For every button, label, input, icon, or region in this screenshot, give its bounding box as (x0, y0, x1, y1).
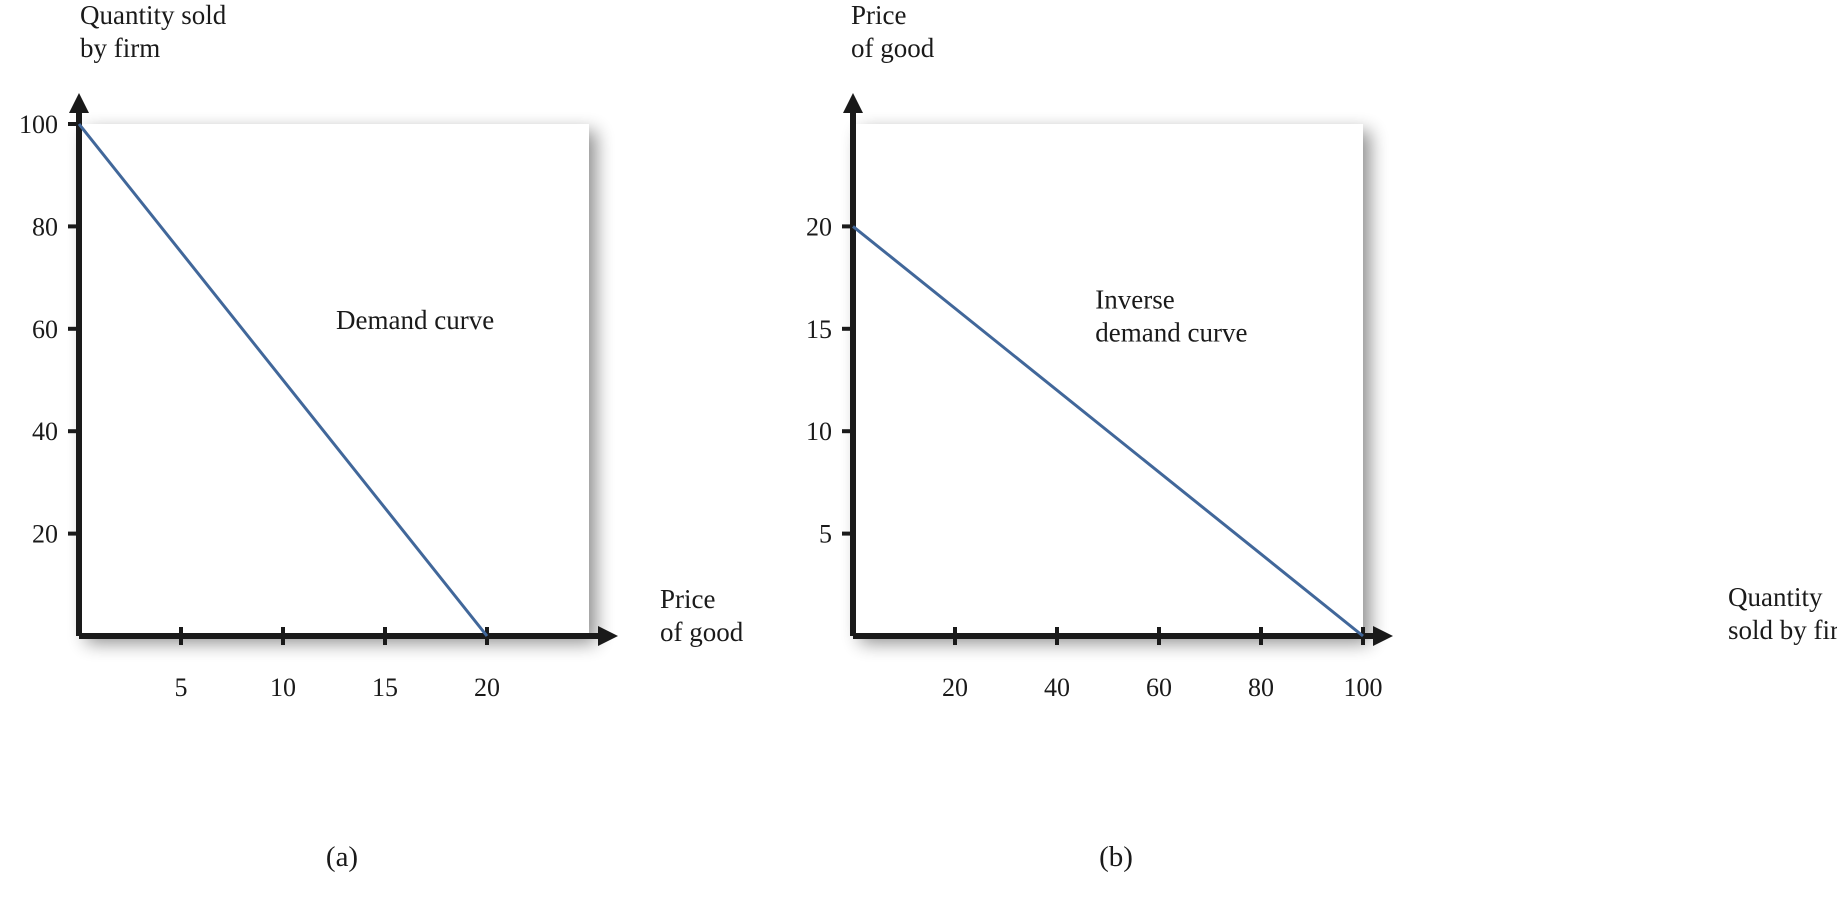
y-tick-label: 40 (32, 417, 58, 446)
x-tick-label: 100 (1344, 673, 1383, 702)
y-axis-title-line: Price (851, 0, 906, 30)
y-axis-title-line: by firm (80, 33, 160, 63)
curve-annotation: Demand curve (336, 305, 494, 335)
demand-line (852, 225, 1364, 638)
y-tick-label: 10 (806, 417, 832, 446)
panel-caption: (a) (326, 841, 358, 873)
y-axis-title-line: of good (851, 33, 935, 63)
x-axis-title-line: sold by firm (1728, 615, 1837, 645)
x-tick-label: 20 (942, 673, 968, 702)
curve-annotation-line: demand curve (1095, 317, 1247, 347)
panel-a: 5 10 15 20 20 40 60 80 100 Demand curve Quantity s… (19, 0, 744, 873)
y-tick-label: 20 (32, 520, 58, 549)
y-axis-arrow-icon (69, 93, 89, 113)
x-axis-title-line: Price (660, 584, 715, 614)
x-axis-title: Price of good (660, 584, 744, 647)
curve-annotation-line: Demand curve (336, 305, 494, 335)
panel-caption: (b) (1099, 841, 1133, 873)
y-axis-title-line: Quantity sold (80, 0, 227, 30)
x-axis-arrow-icon (1373, 626, 1393, 646)
curve-annotation: Inverse demand curve (1095, 284, 1247, 347)
y-tick-label: 5 (819, 520, 832, 549)
y-tick-label: 20 (806, 212, 832, 241)
y-tick-label: 60 (32, 315, 58, 344)
y-axis-title: Price of good (851, 0, 935, 63)
y-tick-label: 100 (19, 110, 58, 139)
x-tick-label: 10 (270, 673, 296, 702)
curve-annotation-line: Inverse (1095, 284, 1174, 314)
panel-b: 20 40 60 80 100 5 10 15 20 Inverse demand curve Pri… (806, 0, 1837, 873)
y-axis-title: Quantity sold by firm (80, 0, 227, 63)
x-tick-label: 15 (372, 673, 398, 702)
plot-area (853, 124, 1363, 636)
x-tick-label: 80 (1248, 673, 1274, 702)
x-tick-label: 20 (474, 673, 500, 702)
plot-area (79, 124, 589, 636)
demand-line (77, 123, 489, 637)
x-axis-arrow-icon (598, 626, 618, 646)
x-tick-label: 5 (175, 673, 188, 702)
y-tick-label: 15 (806, 315, 832, 344)
x-tick-label: 40 (1044, 673, 1070, 702)
y-axis-arrow-icon (843, 93, 863, 113)
y-tick-label: 80 (32, 212, 58, 241)
x-axis-title-line: of good (660, 617, 744, 647)
x-tick-label: 60 (1146, 673, 1172, 702)
x-axis-title-line: Quantity (1728, 582, 1823, 612)
